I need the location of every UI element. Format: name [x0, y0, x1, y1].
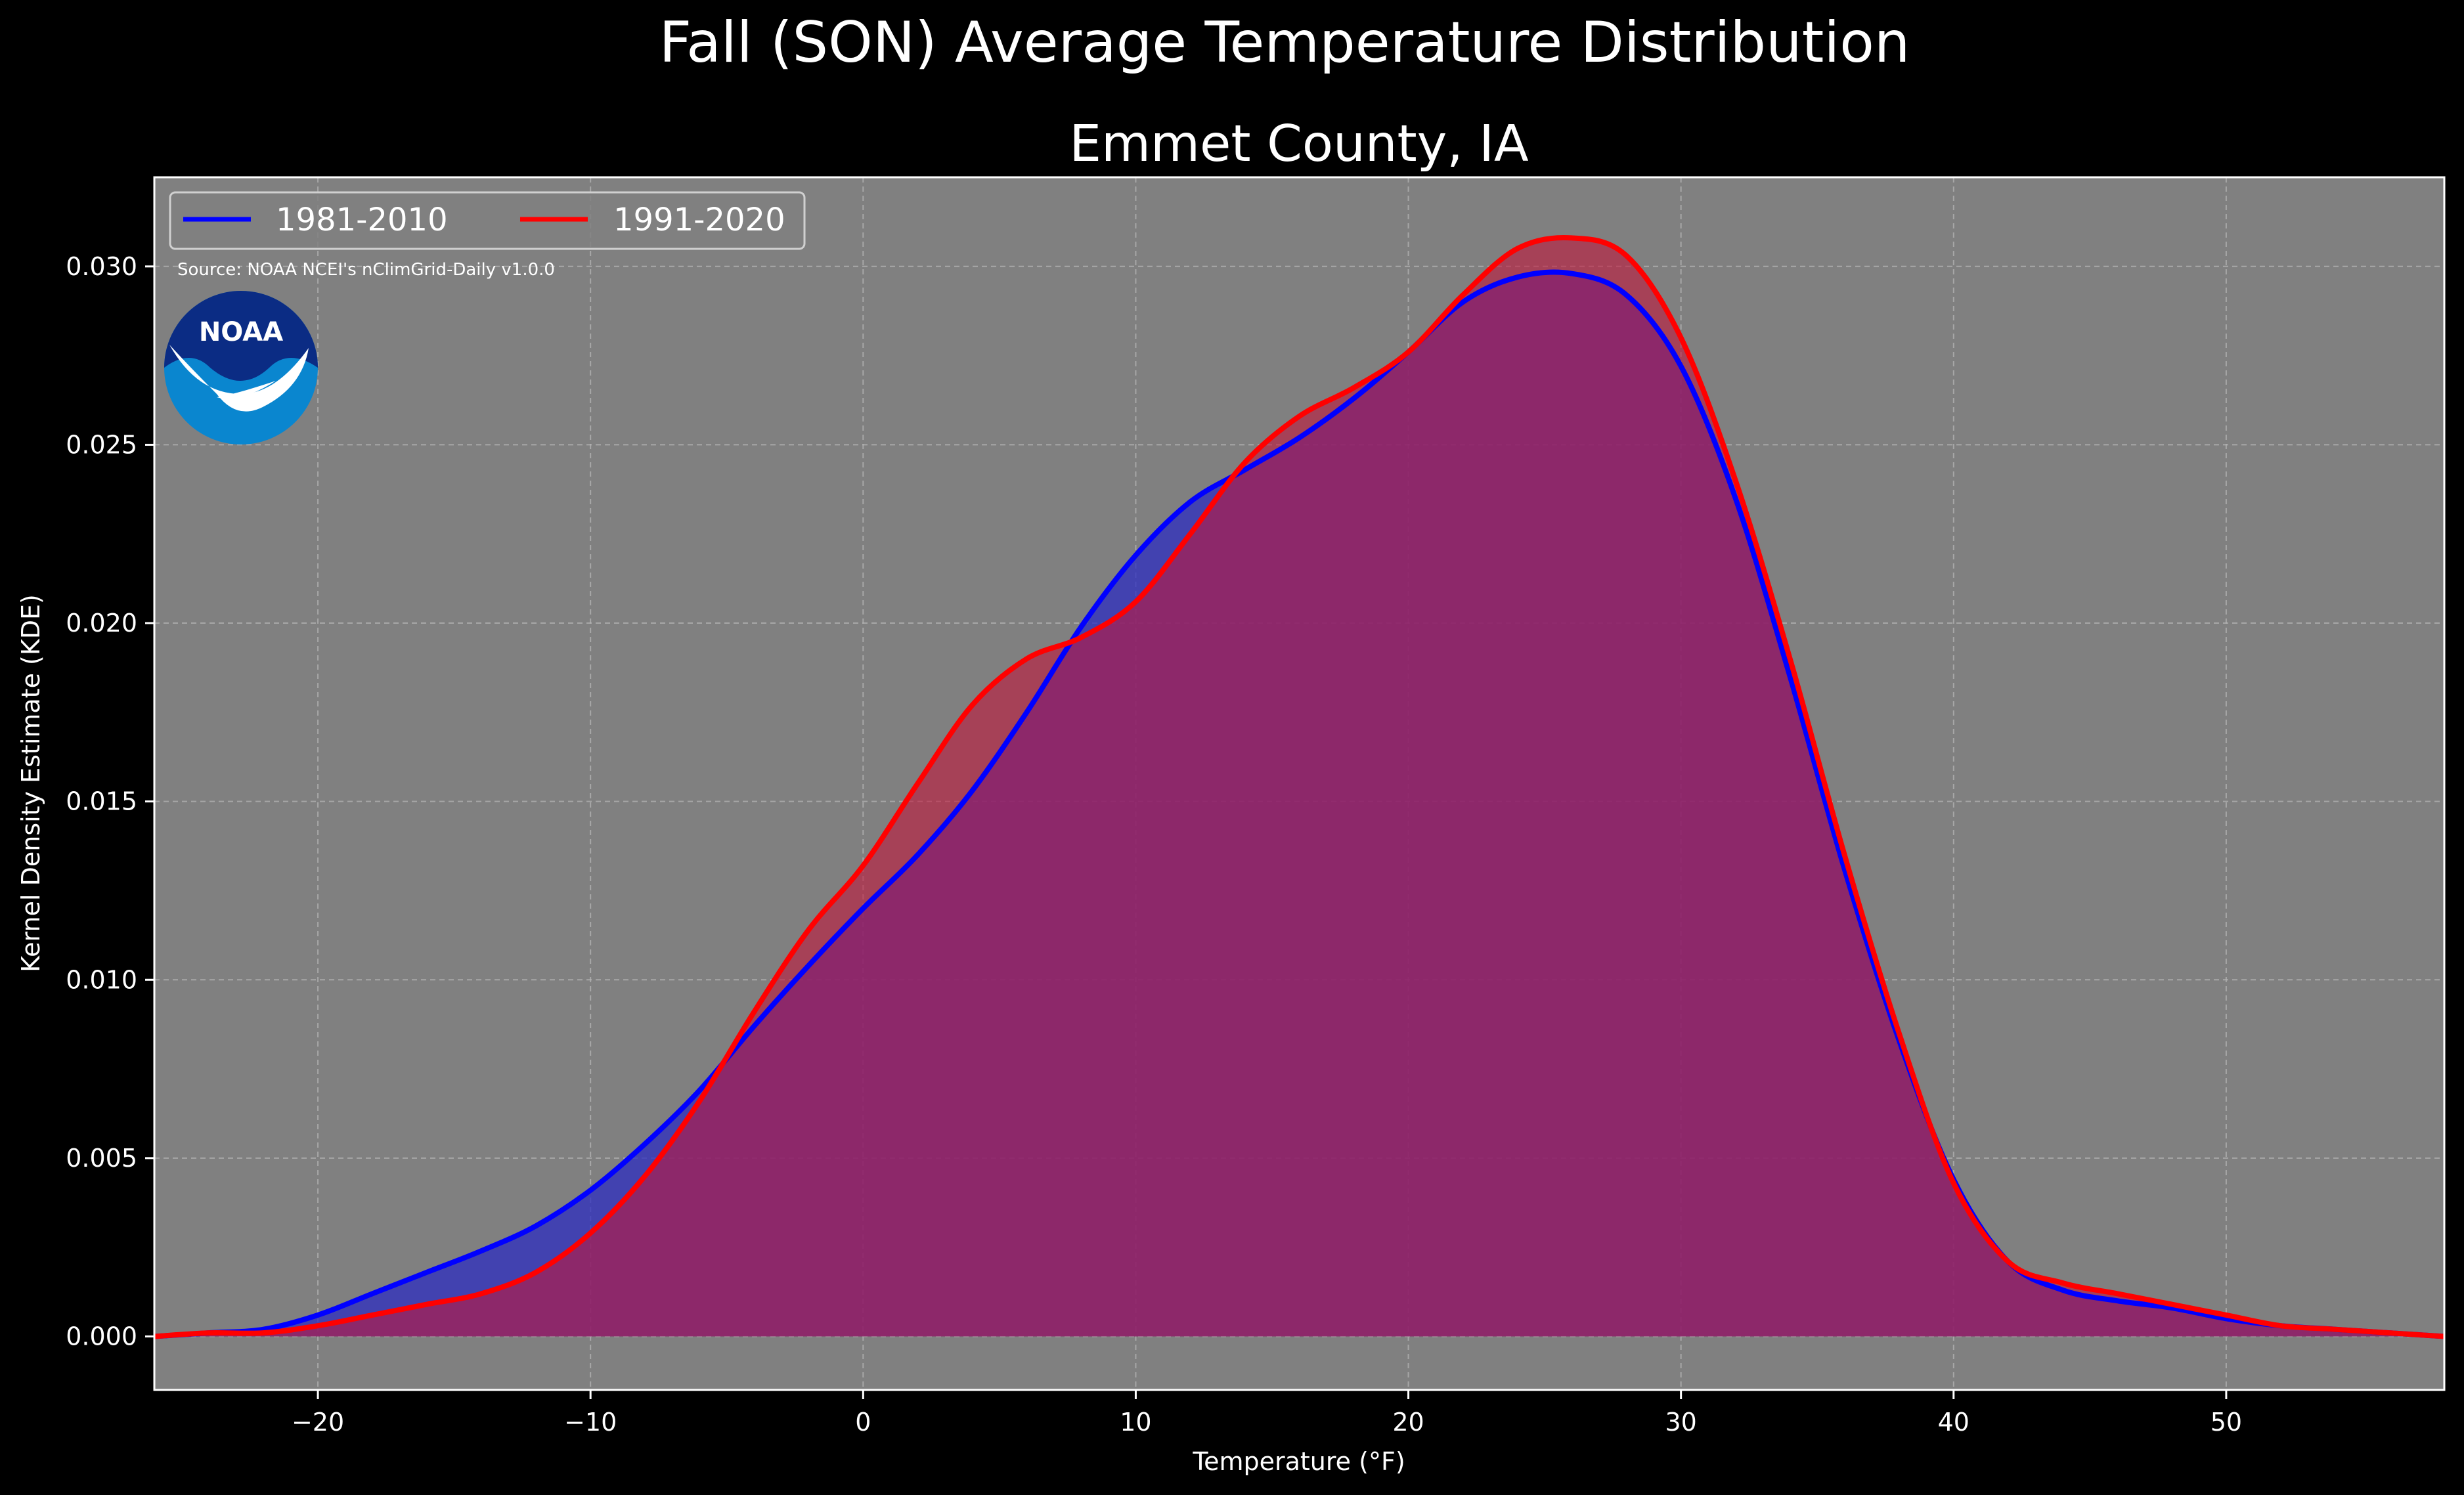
y-axis-label: Kernel Density Estimate (KDE) — [16, 594, 45, 972]
x-axis-ticks: −20 −10 0 10 20 30 40 50 — [292, 1390, 2242, 1437]
y-tick-label: 0.000 — [66, 1322, 137, 1351]
noaa-logo: NOAA — [164, 291, 318, 444]
plot-frame — [153, 176, 2446, 1391]
y-axis-ticks: 0.000 0.005 0.010 0.015 0.020 0.025 0.030 — [66, 252, 154, 1351]
chart-title: Fall (SON) Average Temperature Distribut… — [659, 10, 1910, 76]
series-line-1991-2020 — [154, 234, 2445, 1339]
legend-label-1981-2010: 1981-2010 — [276, 202, 448, 238]
x-tick-label: 20 — [1392, 1408, 1424, 1437]
source-note: Source: NOAA NCEI's nClimGrid-Daily v1.0… — [177, 260, 555, 280]
x-tick-label: −20 — [292, 1408, 344, 1437]
y-tick-label: 0.005 — [66, 1144, 137, 1173]
x-tick-label: −10 — [564, 1408, 617, 1437]
x-tick-label: 50 — [2211, 1408, 2242, 1437]
legend-label-1991-2020: 1991-2020 — [613, 202, 785, 238]
chart-subtitle: Emmet County, IA — [1069, 115, 1529, 173]
y-tick-label: 0.030 — [66, 252, 137, 281]
y-tick-label: 0.025 — [66, 430, 137, 459]
noaa-logo-text: NOAA — [199, 317, 283, 347]
y-tick-label: 0.020 — [66, 609, 137, 638]
x-tick-label: 30 — [1665, 1408, 1696, 1437]
y-tick-label: 0.015 — [66, 787, 137, 816]
legend: 1981-2010 1991-2020 — [169, 191, 806, 250]
legend-box — [169, 191, 806, 250]
x-axis-label: Temperature (°F) — [1192, 1447, 1405, 1476]
x-tick-label: 40 — [1938, 1408, 1969, 1437]
x-tick-label: 10 — [1120, 1408, 1151, 1437]
y-tick-label: 0.010 — [66, 965, 137, 994]
series-lines — [154, 234, 2445, 1339]
x-tick-label: 0 — [855, 1408, 871, 1437]
